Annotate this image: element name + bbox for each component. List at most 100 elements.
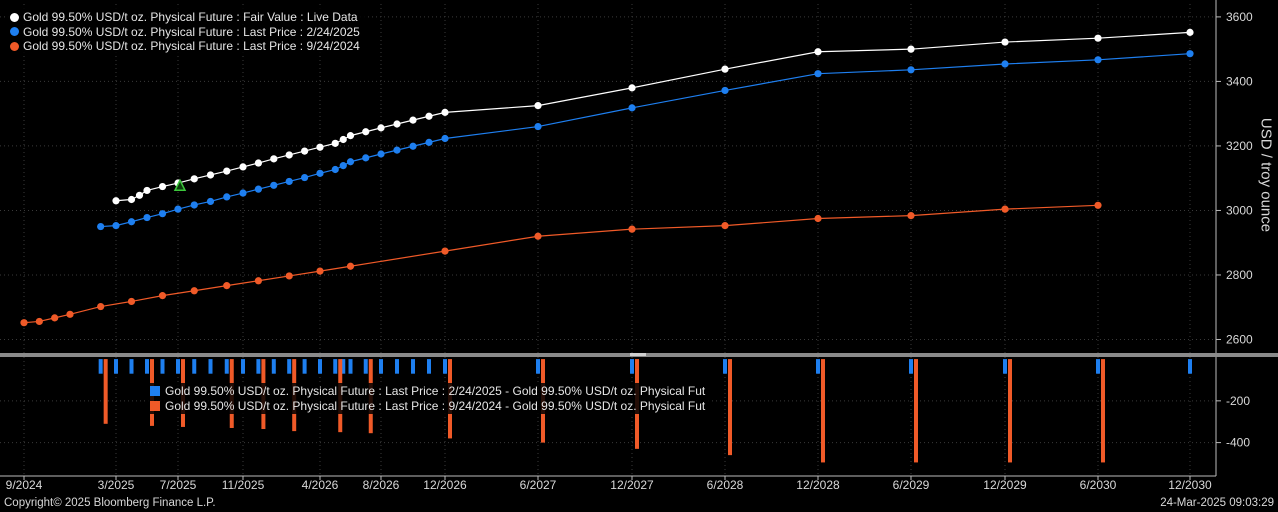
data-point: [285, 272, 293, 280]
bar-diff-2025: [318, 359, 322, 374]
data-point: [377, 124, 385, 132]
data-point: [721, 86, 729, 95]
data-point: [301, 173, 309, 182]
data-point: [143, 213, 151, 222]
data-point: [628, 104, 636, 112]
bar-diff-2025: [208, 359, 213, 374]
bar-diff-2025: [723, 359, 727, 374]
x-tick-label: 6/2027: [520, 478, 557, 492]
data-point: [158, 210, 167, 218]
data-point: [362, 128, 370, 136]
legend-square-icon: [150, 400, 160, 411]
bar-diff-2024: [914, 359, 918, 463]
legend-item-fair-value[interactable]: Gold 99.50% USD/t oz. Physical Future : …: [10, 10, 360, 25]
x-tick-label: 8/2026: [363, 478, 400, 492]
data-point: [1186, 50, 1194, 58]
legend-item-diff-2024[interactable]: Gold 99.50% USD/t oz. Physical Future : …: [150, 399, 705, 414]
data-point: [721, 65, 729, 73]
data-point: [409, 116, 417, 124]
bar-diff-2025: [341, 359, 346, 374]
x-tick-label: 11/2025: [222, 478, 265, 492]
y-tick-label: 3400: [1226, 74, 1253, 88]
data-point: [1094, 34, 1102, 42]
data-point: [441, 108, 449, 116]
data-point: [534, 102, 542, 110]
bar-diff-2025: [348, 359, 353, 374]
data-point: [1001, 60, 1009, 68]
bar-diff-2025: [256, 359, 261, 374]
legend-dot-icon: [10, 12, 19, 22]
bar-diff-2025: [160, 359, 165, 374]
bar-diff-2024: [103, 359, 108, 424]
data-point: [1094, 56, 1102, 64]
legend-label: Gold 99.50% USD/t oz. Physical Future : …: [23, 39, 360, 53]
bar-diff-2025: [224, 359, 229, 374]
data-point: [20, 319, 28, 327]
data-point: [1094, 201, 1102, 209]
data-point: [346, 132, 355, 140]
x-tick-label: 4/2026: [302, 478, 339, 492]
data-point: [174, 205, 182, 213]
data-point: [441, 134, 449, 143]
data-point: [223, 167, 231, 175]
bar-diff-2025: [192, 359, 197, 374]
data-point: [254, 277, 262, 285]
pane-resize-handle: [630, 353, 646, 356]
data-point: [66, 310, 74, 318]
data-point: [907, 66, 915, 74]
data-point: [346, 158, 355, 166]
data-point: [534, 232, 542, 240]
legend-item-diff-2025[interactable]: Gold 99.50% USD/t oz. Physical Future : …: [150, 384, 705, 399]
data-point: [331, 139, 339, 147]
data-point: [97, 222, 105, 231]
x-tick-label: 12/2029: [983, 478, 1027, 492]
timestamp-text: 24-Mar-2025 09:03:29: [1160, 497, 1274, 509]
data-point: [377, 150, 385, 158]
bar-diff-2024: [728, 359, 732, 456]
data-point: [97, 302, 105, 311]
bar-diff-2025: [379, 359, 383, 374]
legend-item-last-price-2024[interactable]: Gold 99.50% USD/t oz. Physical Future : …: [10, 39, 360, 54]
data-point: [301, 147, 309, 155]
x-tick-label: 12/2026: [423, 478, 467, 492]
bar-diff-2024: [1008, 359, 1012, 463]
y-tick-label: 2600: [1226, 332, 1253, 346]
data-point: [158, 292, 167, 300]
data-point: [35, 317, 43, 326]
data-point: [190, 201, 198, 209]
data-point: [628, 84, 636, 92]
data-point: [907, 45, 915, 53]
data-point: [223, 193, 231, 201]
bar-diff-2025: [1188, 359, 1192, 374]
lower-legend: Gold 99.50% USD/t oz. Physical Future : …: [146, 383, 712, 414]
bar-diff-2025: [411, 359, 415, 374]
bar-diff-2025: [241, 359, 245, 374]
x-tick-label: 12/2030: [1168, 478, 1212, 492]
data-point: [814, 214, 822, 223]
upper-legend: Gold 99.50% USD/t oz. Physical Future : …: [6, 8, 366, 56]
y-tick-label: 3600: [1226, 10, 1253, 24]
data-point: [316, 169, 324, 177]
bar-diff-2025: [176, 359, 180, 374]
x-tick-label: 12/2028: [796, 478, 840, 492]
data-point: [190, 287, 198, 295]
data-point: [223, 282, 231, 290]
data-point: [1001, 205, 1009, 213]
y-axis-label: USD / troy ounce: [1257, 117, 1275, 233]
bar-diff-2025: [427, 359, 431, 374]
data-point: [190, 175, 198, 183]
data-point: [425, 138, 433, 146]
bar-diff-2025: [816, 359, 820, 374]
bar-diff-2025: [287, 359, 292, 374]
data-point: [270, 155, 278, 163]
legend-label: Gold 99.50% USD/t oz. Physical Future : …: [23, 10, 358, 24]
data-point: [254, 185, 262, 193]
x-tick-label: 6/2029: [893, 478, 930, 492]
x-tick-label: 6/2030: [1080, 478, 1117, 492]
data-point: [285, 151, 293, 159]
data-point: [135, 191, 144, 199]
legend-item-last-price-2025[interactable]: Gold 99.50% USD/t oz. Physical Future : …: [10, 25, 360, 40]
data-point: [339, 162, 347, 170]
legend-square-icon: [150, 386, 160, 397]
